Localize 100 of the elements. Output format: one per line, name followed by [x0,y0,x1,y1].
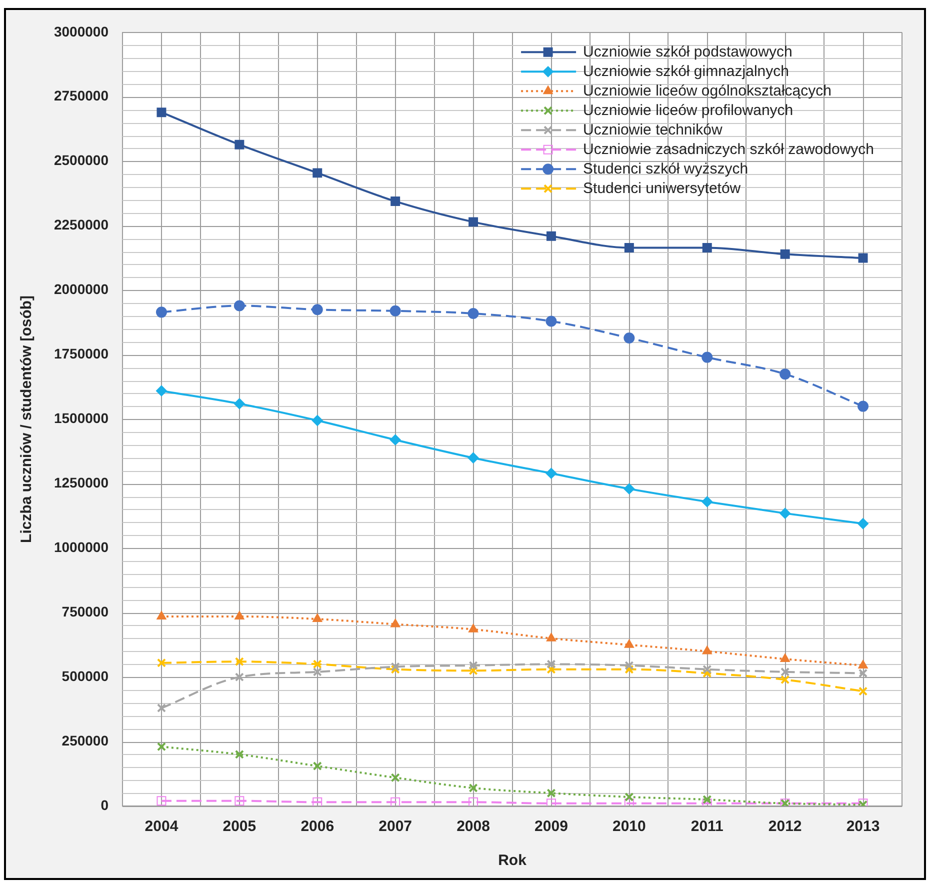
legend-label: Uczniowie szkół gimnazjalnych [583,62,789,80]
point [780,508,791,519]
point [312,304,323,316]
y-tick-label: 250000 [62,732,109,748]
point [312,660,322,669]
x-tick-label: 2011 [690,818,724,836]
point [156,306,167,318]
x-tick-label: 2010 [612,818,646,836]
point [156,796,166,806]
y-tick-label: 1500000 [54,410,109,426]
point [156,385,167,396]
y-tick-label: 1750000 [54,346,109,362]
point [858,253,868,263]
point [546,468,557,479]
point [234,140,244,150]
legend-label: Uczniowie liceów profilowanych [583,102,794,119]
point [546,798,556,806]
point [546,788,556,798]
point [312,761,322,771]
point [390,773,400,782]
y-tick-label: 2250000 [54,216,109,233]
y-tick-label: 3000000 [54,23,109,40]
point [858,518,869,530]
point [468,783,478,792]
point [780,249,790,259]
x-tick-label: 2012 [768,818,802,836]
point [468,452,479,464]
point [546,664,556,674]
y-tick-label: 2750000 [54,88,109,104]
point [858,686,868,696]
point [546,660,556,669]
point [234,750,244,759]
legend-label: Uczniowie liceów ogólnokształcących [583,82,832,100]
y-tick-label: 0 [100,796,109,813]
y-tick-label: 1250000 [54,474,109,491]
point [624,639,634,648]
point [156,703,166,713]
y-tick-label: 1000000 [54,538,109,555]
point [702,352,713,363]
y-tick-label: 2000000 [54,281,109,298]
point [702,646,712,654]
x-tick-label: 2006 [300,818,334,836]
point [624,242,634,252]
legend-label: Studenci uniwersytetów [583,180,741,197]
point [234,398,245,410]
point [234,796,244,806]
legend-label: Uczniowie szkół podstawowych [583,43,792,60]
x-tick-label: 2005 [222,818,256,836]
point [702,668,712,678]
point [624,798,634,806]
legend-label: Uczniowie zasadniczych szkół zawodowych [583,140,874,158]
legend-label: Studenci szkół wyższych [583,160,748,178]
point [156,108,166,118]
point [390,664,400,674]
point [468,308,479,319]
point [546,316,557,327]
x-tick-label: 2004 [144,818,179,836]
point [780,667,790,676]
point [234,657,244,666]
point [156,610,166,620]
point [390,196,400,206]
point [624,664,634,674]
legend-label: Uczniowie techników [583,121,722,138]
point [702,496,713,508]
x-tick-label: 2008 [456,818,490,836]
point [858,400,869,412]
point [312,168,322,178]
point [624,332,635,344]
point [390,662,400,672]
point [624,660,634,670]
x-axis-title: Rok [498,852,528,870]
point [234,610,244,620]
y-tick-label: 750000 [62,603,109,620]
point [702,664,712,674]
point [624,792,634,802]
point [780,368,791,380]
point [546,632,556,642]
point [780,654,790,662]
point [546,231,556,241]
point [390,305,401,316]
point [468,666,478,676]
y-tick-label: 500000 [62,668,109,684]
point [858,668,868,678]
y-tick-label: 2500000 [54,152,109,168]
point [156,658,166,668]
point [702,795,712,804]
point [468,217,478,227]
point [234,672,244,682]
point [702,242,712,252]
y-axis-title: Liczba uczniów / studentów [osób] [18,295,36,543]
point [390,618,400,628]
point [468,624,478,632]
point [390,434,401,446]
point [624,483,635,494]
point [858,660,868,668]
point [312,414,323,426]
point [780,675,790,684]
point [234,300,245,312]
point [312,614,322,622]
point [312,667,322,676]
